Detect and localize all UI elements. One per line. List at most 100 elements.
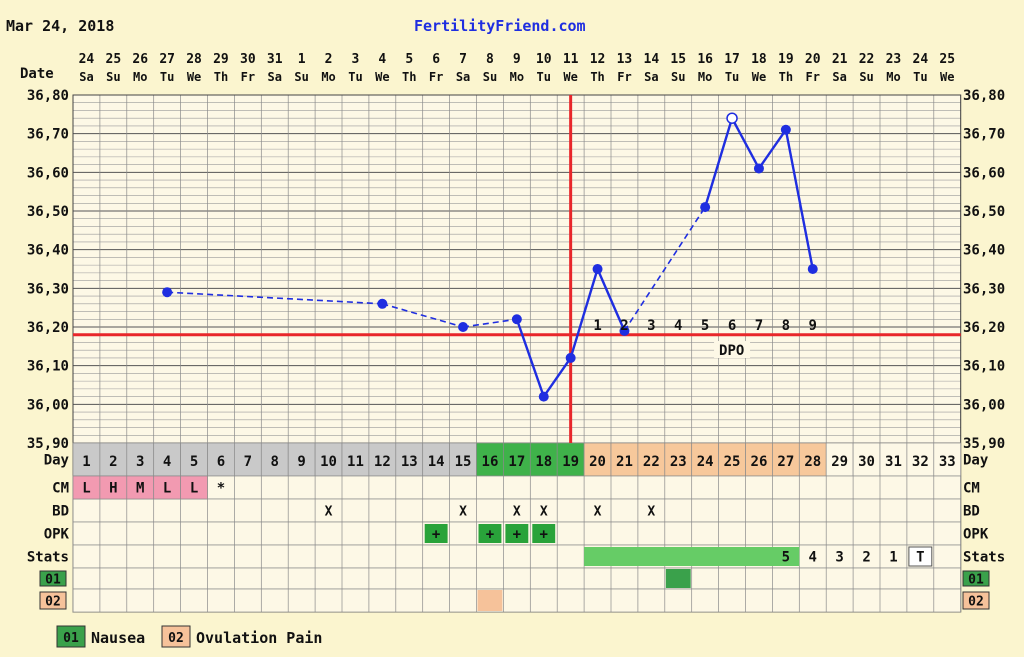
weekday-label: We [375,70,389,84]
temp-segment [757,129,787,170]
stats-row-label: Stats [27,550,69,566]
stats-value: 1 [889,550,897,566]
temp-point [807,264,818,274]
day-number: 24 [697,454,714,470]
dpo-number: 4 [674,318,682,334]
weekday-label: Sa [832,70,846,84]
weekday-label: We [940,70,954,84]
bd-row-label-right: BD [963,504,980,520]
temp-point [780,124,791,135]
date-label: 10 [536,52,552,67]
weekday-label: We [752,70,766,84]
date-label: 12 [590,52,606,67]
temp-point [377,298,388,309]
temp-point [565,352,576,363]
weekday-label: Sa [644,70,658,84]
dpo-number: 2 [620,318,628,334]
weekday-label: Mo [886,70,900,84]
day-number: 22 [643,454,660,470]
date-label: 6 [432,52,440,67]
stats-white-cell [908,546,933,567]
temp-segment [596,268,626,332]
day-number: 21 [616,454,633,470]
day-cell [879,442,908,477]
y-tick-left: 36,50 [27,204,69,220]
bd-mark: X [594,505,602,520]
cm-value: M [136,481,144,497]
bd-mark: X [459,505,467,520]
row-band [72,588,962,613]
day-row-label-right: Day [963,453,989,469]
date-label: 11 [563,52,579,67]
weekday-label: Fr [429,70,443,84]
day-number: 25 [724,454,741,470]
opk-row-label-right: OPK [963,527,989,543]
temp-point [162,287,173,298]
day-number: 15 [455,454,472,470]
weekday-label: Tu [537,70,551,84]
stats-value: 2 [862,550,870,566]
weekday-label: Th [590,70,604,84]
day-cell [798,442,827,477]
weekday-label: Mo [510,70,524,84]
day-number: 20 [589,454,606,470]
weekday-label: Tu [348,70,362,84]
y-tick-right: 36,70 [963,127,1005,143]
opk-mark: + [432,527,440,543]
y-tick-right: 36,20 [963,320,1005,336]
date-label: 25 [106,52,122,67]
bd-mark: X [325,505,333,520]
date-label: 17 [724,52,740,67]
opk-cell [424,524,448,543]
day-number: 6 [217,454,225,470]
weekday-label: Sa [79,70,93,84]
temp-segment-dashed [167,291,383,305]
weekday-label: We [563,70,577,84]
temp-segment-dashed [382,303,464,328]
temp-point [538,391,549,402]
date-label: 13 [617,52,633,67]
day-row-label: Day [44,453,70,469]
symptom-code: 02 [968,595,984,610]
y-tick-left: 36,40 [27,243,69,259]
y-tick-right: 36,10 [963,359,1005,375]
site-link[interactable]: FertilityFriend.com [414,17,586,35]
day-cell [207,442,235,477]
y-tick-right: 36,30 [963,281,1005,297]
legend-code: 02 [168,631,184,646]
legend-swatch [161,625,191,648]
date-label: 5 [405,52,413,67]
day-number: 32 [912,454,929,470]
temp-segment [784,129,814,270]
date-label: 21 [832,52,848,67]
opk-cell [532,524,556,543]
symptom-code: 01 [45,573,61,588]
dpo-number: 3 [647,318,655,334]
legend-swatch [56,625,86,648]
row-band [72,567,962,590]
y-tick-right: 36,50 [963,204,1005,220]
day-number: 30 [858,454,875,470]
weekday-label: Fr [241,70,255,84]
y-tick-left: 36,20 [27,320,69,336]
legend-label: Ovulation Pain [196,629,322,647]
cm-value: H [109,481,117,497]
day-cell [637,442,666,477]
symptom-code: 01 [968,573,984,588]
stats-green-band [584,547,800,566]
day-cell [126,442,155,477]
bd-row-label: BD [52,504,69,520]
date-label: 24 [913,52,929,67]
axis-labels: 24 25 26 27 28 29 30 31 1 2 3 4 5 6 7 8 9 10 11 12 13 14 15 16 1… [27,52,1005,452]
cm-value: L [163,481,171,497]
temp-segment-dashed [623,206,706,332]
bd-mark: X [513,505,521,520]
date-label: 15 [670,52,686,67]
stats-value: T [916,550,924,566]
y-tick-left: 36,00 [27,397,69,413]
dpo-number: 1 [593,318,601,334]
dpo-number: 8 [782,318,790,334]
symptom-code: 02 [45,595,61,610]
temp-segment [704,117,734,208]
day-cell [72,442,101,477]
